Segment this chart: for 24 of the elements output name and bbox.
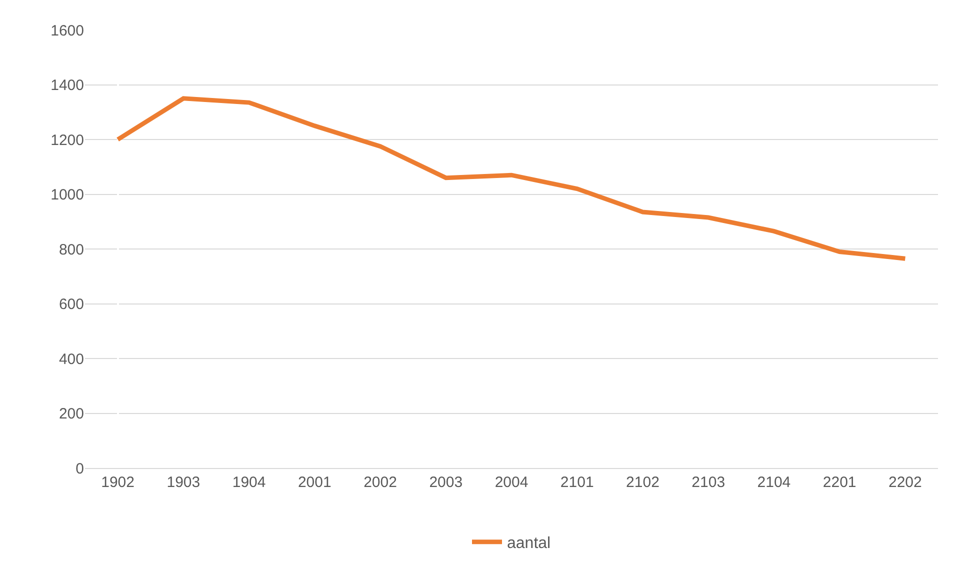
y-tick-label: 1600 xyxy=(50,22,84,40)
x-tick-label: 2004 xyxy=(494,474,528,491)
x-tick-label: 2201 xyxy=(822,474,856,491)
x-tick-label: 2202 xyxy=(888,474,922,491)
x-tick-label: 1904 xyxy=(232,474,266,491)
y-tick-label: 400 xyxy=(58,350,84,368)
y-tick-label: 800 xyxy=(58,241,84,258)
x-tick-label: 2101 xyxy=(560,474,594,491)
x-tick-label: 2003 xyxy=(429,474,463,491)
y-tick-label: 0 xyxy=(76,460,84,478)
x-tick-label: 2104 xyxy=(757,474,791,491)
x-tick-label: 2001 xyxy=(298,474,332,491)
y-tick-label: 1400 xyxy=(50,77,84,94)
y-tick-label: 1000 xyxy=(50,186,84,204)
x-tick-label: 2103 xyxy=(692,474,726,491)
legend-label: aantal xyxy=(507,535,551,552)
y-tick-label: 200 xyxy=(58,406,84,422)
x-tick-label: 2002 xyxy=(364,474,397,491)
y-tick-label: 1200 xyxy=(50,132,84,149)
x-tick-label: 1903 xyxy=(166,474,200,491)
line-series xyxy=(116,96,908,261)
y-tick-label: 600 xyxy=(58,296,84,313)
x-tick-label: 1902 xyxy=(101,474,134,491)
x-tick-label: 2102 xyxy=(626,474,660,491)
